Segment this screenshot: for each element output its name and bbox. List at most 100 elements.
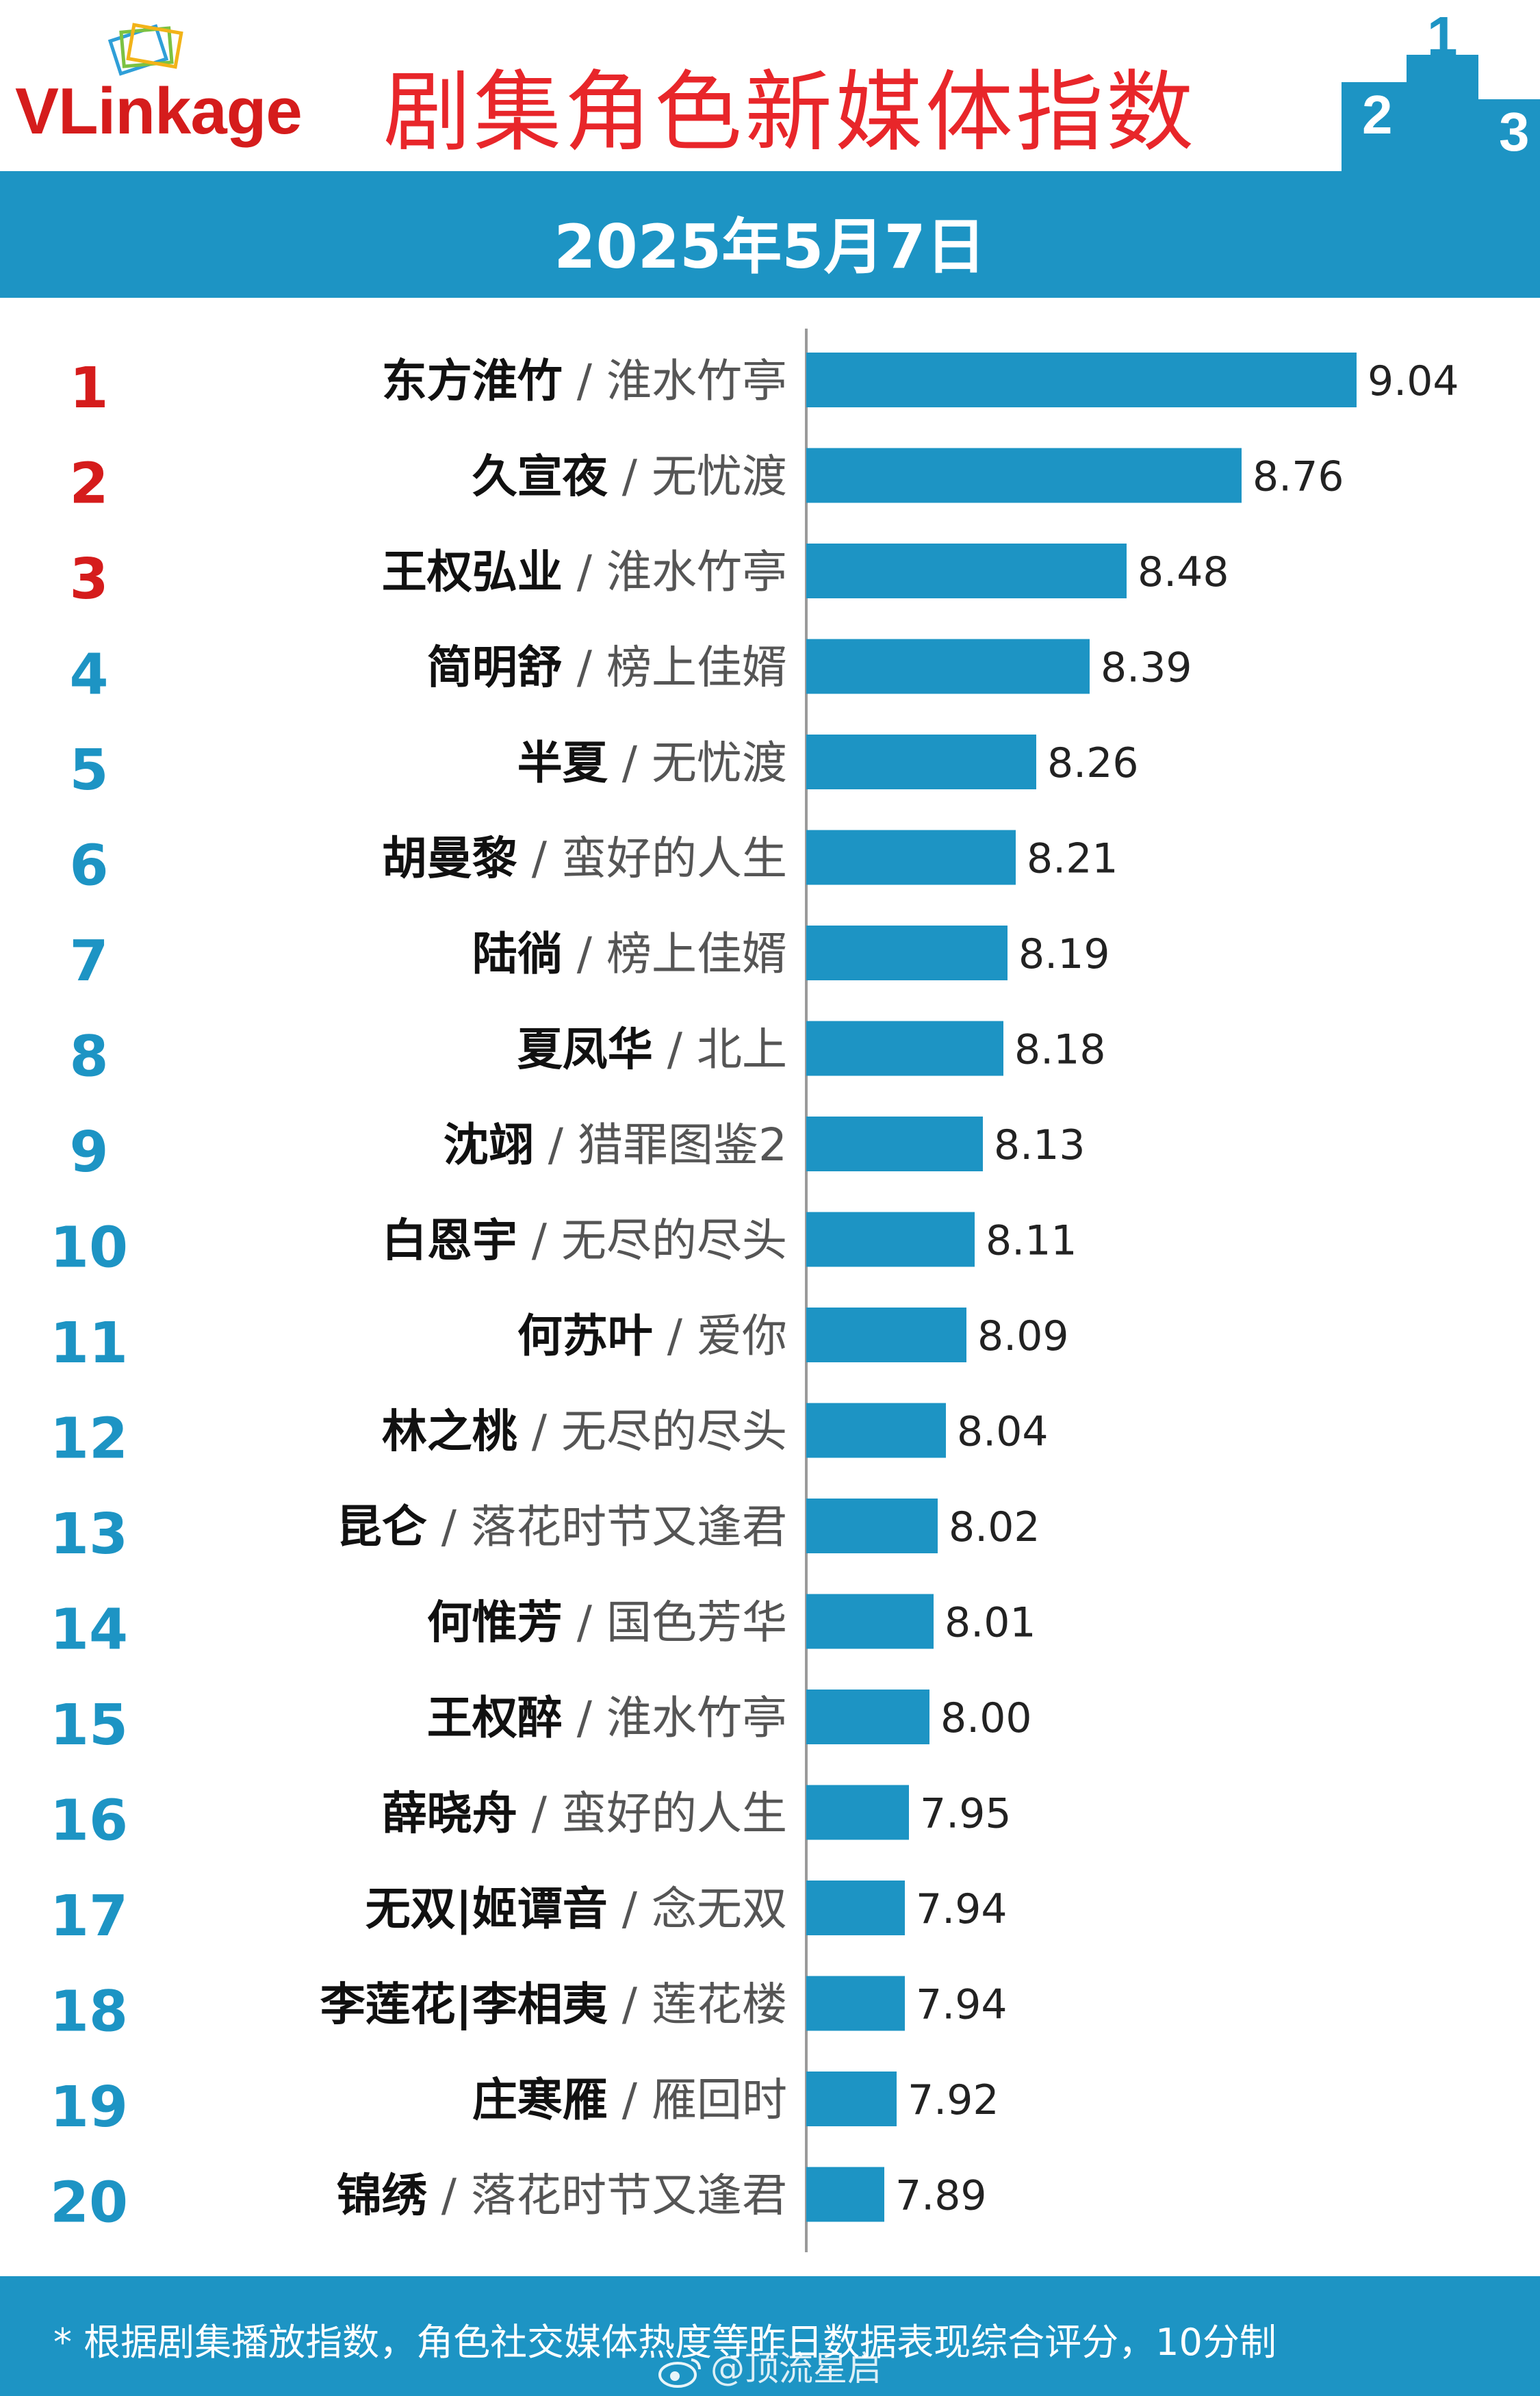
value-label: 9.04 xyxy=(1368,357,1459,405)
bar xyxy=(806,448,1242,503)
separator: / xyxy=(563,1692,606,1744)
character-name: 白恩宇 xyxy=(382,1214,517,1267)
bar xyxy=(806,2072,897,2126)
separator: / xyxy=(653,1310,697,1362)
show-name: 落花时节又逢君 xyxy=(471,1501,787,1553)
character-name: 何惟芳 xyxy=(427,1596,563,1649)
report-date: 2025年5月7日 xyxy=(554,212,986,282)
show-name: 落花时节又逢君 xyxy=(471,2169,787,2222)
show-name: 蛮好的人生 xyxy=(561,1787,787,1840)
bar xyxy=(806,830,1016,885)
rank-number: 10 xyxy=(50,1216,128,1281)
watermark: @顶流星启 xyxy=(657,2341,882,2391)
separator: / xyxy=(653,1023,697,1076)
row-label: 陆徜 / 榜上佳婿 xyxy=(472,928,787,980)
character-name: 王权弘业 xyxy=(382,546,563,598)
character-name: 陆徜 xyxy=(472,928,563,980)
separator: / xyxy=(517,1787,561,1840)
character-name: 久宣夜 xyxy=(472,450,608,503)
value-label: 7.94 xyxy=(916,1885,1008,1933)
row-label: 昆仑 / 落花时节又逢君 xyxy=(337,1501,787,1553)
value-label: 8.11 xyxy=(986,1217,1077,1265)
value-label: 7.92 xyxy=(908,2076,999,2124)
row-label: 简明舒 / 榜上佳婿 xyxy=(427,641,787,694)
character-name: 何苏叶 xyxy=(517,1310,653,1362)
row-label: 胡曼黎 / 蛮好的人生 xyxy=(382,832,787,885)
separator: / xyxy=(608,737,652,789)
show-name: 无尽的尽头 xyxy=(561,1214,787,1267)
character-name: 王权醉 xyxy=(427,1692,563,1744)
separator: / xyxy=(608,1978,652,2031)
rank-number: 16 xyxy=(50,1789,128,1854)
separator: / xyxy=(427,2169,471,2222)
rank-number: 19 xyxy=(50,2075,128,2140)
value-label: 8.18 xyxy=(1014,1026,1106,1074)
separator: / xyxy=(534,1119,578,1171)
row-label: 林之桃 / 无尽的尽头 xyxy=(382,1405,787,1458)
footnote: * 根据剧集播放指数，角色社交媒体热度等昨日数据表现综合评分，10分制 xyxy=(53,2321,1276,2364)
row-label: 锦绣 / 落花时节又逢君 xyxy=(337,2169,787,2222)
show-name: 无忧渡 xyxy=(652,737,787,789)
separator: / xyxy=(517,1405,561,1458)
separator: / xyxy=(563,355,606,407)
bar xyxy=(806,1403,946,1458)
bar xyxy=(806,544,1127,598)
bar xyxy=(806,1212,975,1267)
character-name: 胡曼黎 xyxy=(382,832,517,885)
character-name: 昆仑 xyxy=(337,1501,427,1553)
row-label: 东方淮竹 / 淮水竹亭 xyxy=(382,355,787,407)
rank-number: 5 xyxy=(69,738,108,803)
value-label: 8.09 xyxy=(977,1312,1069,1360)
bar xyxy=(806,1881,905,1935)
rank-number: 8 xyxy=(69,1025,108,1090)
show-name: 榜上佳婿 xyxy=(606,928,787,980)
show-name: 榜上佳婿 xyxy=(606,641,787,694)
header: VLinkage 剧集角色新媒体指数 2 1 3 xyxy=(0,0,1540,171)
separator: / xyxy=(608,2074,652,2126)
separator: / xyxy=(563,546,606,598)
character-name: 林之桃 xyxy=(382,1405,517,1458)
row-label: 夏凤华 / 北上 xyxy=(517,1023,787,1076)
rank-number: 18 xyxy=(50,1980,128,2045)
character-name: 简明舒 xyxy=(427,641,563,694)
bar xyxy=(806,735,1036,789)
row-label: 久宣夜 / 无忧渡 xyxy=(472,450,787,503)
page-title: 剧集角色新媒体指数 xyxy=(383,62,1197,164)
show-name: 念无双 xyxy=(652,1883,787,1935)
footer: * 根据剧集播放指数，角色社交媒体热度等昨日数据表现综合评分，10分制 @顶流星… xyxy=(0,2276,1540,2396)
row-label: 沈翊 / 猎罪图鉴2 xyxy=(444,1119,787,1171)
bar xyxy=(806,353,1357,407)
row-label: 何苏叶 / 爱你 xyxy=(517,1310,787,1362)
svg-text:1: 1 xyxy=(1427,14,1458,66)
row-label: 何惟芳 / 国色芳华 xyxy=(427,1596,787,1649)
show-name: 无尽的尽头 xyxy=(561,1405,787,1458)
value-label: 8.13 xyxy=(994,1121,1086,1169)
separator: / xyxy=(608,450,652,503)
row-label: 半夏 / 无忧渡 xyxy=(517,737,787,789)
row-label: 王权弘业 / 淮水竹亭 xyxy=(382,546,787,598)
value-label: 8.39 xyxy=(1101,644,1192,692)
character-name: 锦绣 xyxy=(337,2169,428,2222)
logo-cards-icon xyxy=(107,23,183,76)
character-name: 无双|姬谭音 xyxy=(365,1883,608,1936)
value-label: 7.94 xyxy=(916,1981,1008,2029)
bar xyxy=(806,1690,929,1744)
show-name: 莲花楼 xyxy=(652,1978,787,2031)
character-name: 李莲花|李相夷 xyxy=(320,1978,608,2032)
show-name: 北上 xyxy=(697,1023,787,1076)
row-label: 庄寒雁 / 雁回时 xyxy=(472,2074,787,2126)
value-label: 8.48 xyxy=(1138,548,1229,596)
date-banner: 2025年5月7日 xyxy=(0,171,1540,298)
separator: / xyxy=(563,928,606,980)
rank-number: 15 xyxy=(50,1693,128,1758)
character-name: 薛晓舟 xyxy=(382,1787,517,1840)
bar xyxy=(806,1021,1003,1076)
value-label: 8.01 xyxy=(945,1599,1036,1647)
bar xyxy=(806,926,1008,980)
watermark-text: @顶流星启 xyxy=(710,2349,882,2388)
rank-number: 6 xyxy=(69,834,108,899)
separator: / xyxy=(563,641,606,694)
row-label: 王权醉 / 淮水竹亭 xyxy=(427,1692,787,1744)
rank-number: 4 xyxy=(69,643,108,708)
value-label: 7.89 xyxy=(895,2172,987,2220)
